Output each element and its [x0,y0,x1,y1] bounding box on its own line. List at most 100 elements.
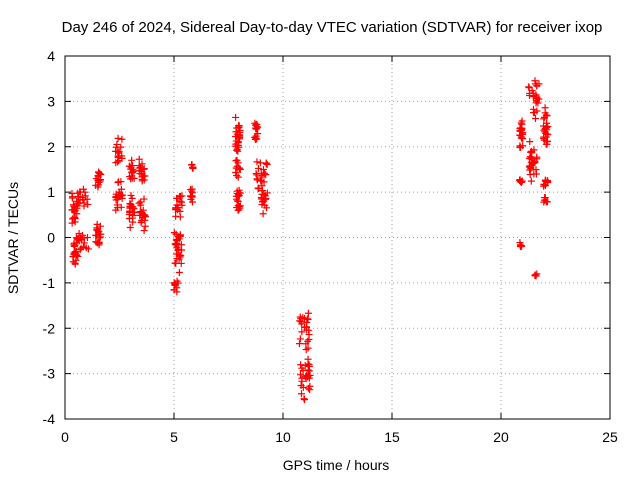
data-point [516,142,524,150]
data-point [233,197,241,205]
data-point [541,194,549,202]
data-point [235,143,243,151]
data-point [232,157,240,165]
data-point [75,200,83,208]
data-point [260,178,268,186]
data-point [136,211,144,219]
data-point [262,160,270,168]
x-tick-label: 5 [170,429,178,445]
data-point [79,196,87,204]
data-point [137,201,145,209]
data-point [295,340,303,348]
data-point [258,190,266,198]
data-point [69,215,77,223]
data-point [257,169,265,177]
data-point [141,211,149,219]
data-point [173,201,181,209]
y-tick-label: -1 [43,275,56,291]
data-point [74,199,82,207]
data-point [259,210,267,218]
data-point [128,156,136,164]
data-point [527,177,535,185]
data-point [541,109,549,117]
data-point [517,119,525,127]
data-point [236,202,244,210]
data-point [188,161,196,169]
data-point [530,109,538,117]
data-point [543,119,551,127]
y-tick-label: 4 [47,48,55,64]
data-point [304,337,312,345]
data-point [261,201,269,209]
data-point [138,160,146,168]
data-point [516,239,524,247]
data-point [304,373,312,381]
data-point [172,205,180,213]
data-point [298,374,306,382]
y-tick-label: -2 [43,320,56,336]
data-point [299,383,307,391]
x-tick-label: 0 [61,429,69,445]
data-point [114,134,122,142]
y-tick-label: 2 [47,139,55,155]
x-tick-label: 10 [275,429,291,445]
data-point [541,176,549,184]
data-point [263,161,271,169]
data-point [540,115,548,123]
data-point [232,128,240,136]
data-point [176,251,184,259]
data-point [526,153,534,161]
data-point [301,396,309,404]
data-point [532,166,540,174]
data-point [115,191,123,199]
data-point [259,165,267,173]
data-point [141,222,149,230]
data-point [232,113,240,121]
data-point [261,192,269,200]
data-point [140,195,148,203]
data-point [526,166,534,174]
grid [65,56,610,419]
data-point [530,146,538,154]
data-point [516,176,524,184]
data-point [118,135,126,143]
data-point [304,344,312,352]
data-point [533,93,541,101]
data-point [170,229,178,237]
data-point [178,192,186,200]
data-point [235,186,243,194]
data-point [526,89,534,97]
data-point [92,231,100,239]
data-point [235,123,243,131]
data-point [233,172,241,180]
data-point [533,155,541,163]
data-point [516,125,524,133]
data-point [297,390,305,398]
data-point [236,134,244,142]
data-point [114,204,122,212]
data-point [541,128,549,136]
data-point [306,382,314,390]
data-point [96,230,104,238]
data-point [297,361,305,369]
data-point [526,138,534,146]
data-point [236,202,244,210]
data-point [257,176,265,184]
data-point [172,212,180,220]
data-point [542,124,550,132]
data-point [233,195,241,203]
data-point [234,173,242,181]
data-point [94,177,102,185]
data-point [175,268,183,276]
data-point [525,83,533,91]
data-point [93,225,101,233]
data-point [96,222,104,230]
y-tick-label: -4 [43,411,56,427]
data-point [140,165,148,173]
data-point [304,355,312,363]
data-point [118,152,126,160]
data-point [530,170,538,178]
data-point [117,143,125,151]
data-point [256,159,264,167]
